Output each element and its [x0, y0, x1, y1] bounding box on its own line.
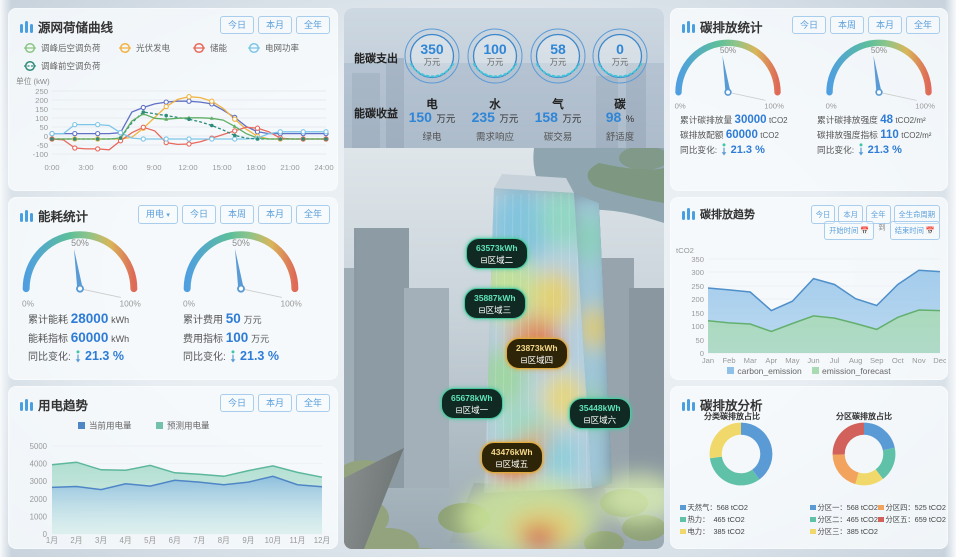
svg-text:0: 0 [44, 132, 48, 141]
svg-text:Jan: Jan [702, 356, 714, 365]
svg-text:0:00: 0:00 [45, 163, 60, 172]
svg-text:150: 150 [691, 309, 704, 318]
svg-text:Dec: Dec [933, 356, 946, 365]
svg-text:100: 100 [691, 322, 704, 331]
svg-text:-100: -100 [33, 150, 48, 159]
svg-text:50%: 50% [871, 46, 887, 55]
svg-text:Jul: Jul [830, 356, 840, 365]
svg-text:3:00: 3:00 [79, 163, 94, 172]
svg-text:21:00: 21:00 [280, 163, 299, 172]
svg-text:100%: 100% [915, 101, 935, 110]
svg-text:万元: 万元 [612, 57, 629, 67]
svg-text:2月: 2月 [70, 536, 82, 544]
svg-text:10月: 10月 [265, 536, 281, 544]
svg-text:58: 58 [550, 41, 566, 57]
svg-text:15:00: 15:00 [212, 163, 231, 172]
svg-text:4000: 4000 [30, 460, 48, 469]
svg-text:3000: 3000 [30, 477, 48, 486]
svg-text:0%: 0% [183, 298, 196, 308]
svg-text:Oct: Oct [892, 356, 905, 365]
svg-text:8月: 8月 [218, 536, 230, 544]
svg-text:100%: 100% [280, 298, 302, 308]
svg-text:11月: 11月 [290, 536, 306, 544]
svg-text:预测用电量: 预测用电量 [167, 421, 210, 431]
svg-text:光伏发电: 光伏发电 [136, 43, 171, 53]
svg-text:Aug: Aug [849, 356, 863, 365]
svg-text:Feb: Feb [723, 356, 736, 365]
svg-text:12月: 12月 [314, 536, 330, 544]
svg-text:3月: 3月 [95, 536, 107, 544]
svg-text:单位 (kW): 单位 (kW) [16, 76, 50, 86]
svg-text:0%: 0% [22, 298, 35, 308]
svg-text:电网功率: 电网功率 [265, 43, 300, 53]
svg-text:Apr: Apr [765, 356, 777, 365]
svg-text:5000: 5000 [30, 442, 48, 451]
svg-text:万元: 万元 [487, 57, 504, 67]
svg-text:350: 350 [691, 255, 704, 264]
svg-text:200: 200 [35, 96, 48, 105]
svg-text:9月: 9月 [242, 536, 254, 544]
svg-text:6月: 6月 [169, 536, 181, 544]
svg-text:万元: 万元 [424, 57, 441, 67]
svg-text:200: 200 [691, 295, 704, 304]
svg-text:5月: 5月 [144, 536, 156, 544]
svg-text:50%: 50% [71, 238, 89, 248]
svg-text:万元: 万元 [550, 57, 567, 67]
svg-text:Jun: Jun [807, 356, 819, 365]
svg-text:-50: -50 [37, 141, 48, 150]
svg-text:100%: 100% [119, 298, 141, 308]
svg-text:May: May [785, 356, 800, 365]
svg-text:250: 250 [691, 282, 704, 291]
svg-text:6:00: 6:00 [113, 163, 128, 172]
svg-text:0%: 0% [675, 101, 686, 110]
svg-text:1000: 1000 [30, 512, 48, 521]
svg-text:18:00: 18:00 [246, 163, 265, 172]
svg-text:12:00: 12:00 [178, 163, 197, 172]
svg-text:50%: 50% [232, 238, 250, 248]
svg-text:Sep: Sep [870, 356, 884, 365]
svg-text:0: 0 [616, 41, 624, 57]
svg-text:Mar: Mar [744, 356, 758, 365]
svg-text:2000: 2000 [30, 495, 48, 504]
svg-text:50: 50 [39, 123, 48, 132]
svg-text:24:00: 24:00 [314, 163, 333, 172]
svg-text:tCO2: tCO2 [676, 246, 694, 255]
svg-text:300: 300 [691, 268, 704, 277]
svg-text:100: 100 [35, 114, 48, 123]
svg-text:250: 250 [35, 87, 48, 96]
svg-text:当前用电量: 当前用电量 [89, 421, 132, 431]
svg-text:0%: 0% [826, 101, 837, 110]
svg-text:储能: 储能 [210, 43, 228, 53]
svg-text:350: 350 [420, 41, 444, 57]
svg-text:调峰后空调负荷: 调峰后空调负荷 [41, 43, 101, 53]
svg-text:50: 50 [696, 336, 704, 345]
svg-text:100: 100 [483, 41, 507, 57]
svg-text:4月: 4月 [120, 536, 132, 544]
svg-text:调峰前空调负荷: 调峰前空调负荷 [41, 61, 101, 71]
svg-text:9:00: 9:00 [147, 163, 162, 172]
svg-text:150: 150 [35, 105, 48, 114]
svg-text:100%: 100% [764, 101, 784, 110]
svg-text:1月: 1月 [46, 536, 58, 544]
svg-text:7月: 7月 [193, 536, 205, 544]
svg-text:50%: 50% [720, 46, 736, 55]
svg-text:Nov: Nov [912, 356, 926, 365]
